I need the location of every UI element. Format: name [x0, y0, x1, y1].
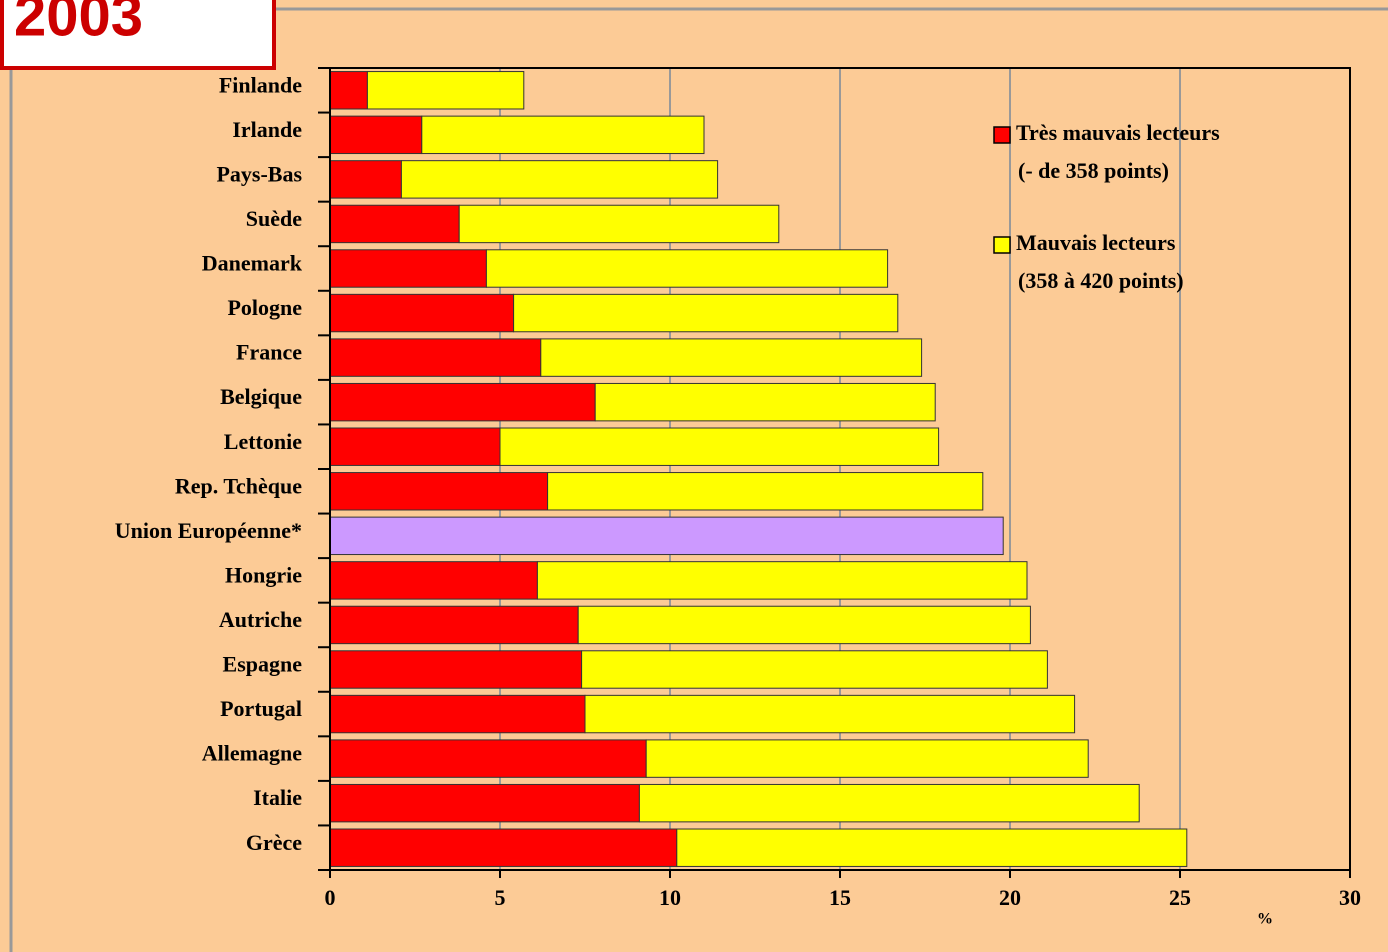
bar-segment	[645, 739, 1089, 778]
x-axis-label: %	[1257, 911, 1273, 928]
x-tick-label: 5	[495, 885, 506, 910]
x-tick-label: 15	[829, 885, 851, 910]
x-tick-label: 20	[999, 885, 1021, 910]
y-tick-label: Union Européenne*	[115, 518, 302, 543]
y-tick-label: Irlande	[232, 117, 302, 142]
legend-swatch	[993, 236, 1011, 254]
y-tick-label: Italie	[253, 785, 302, 810]
bar-segment	[329, 605, 579, 645]
bar-segment	[329, 382, 596, 422]
y-tick-label: Grèce	[246, 830, 302, 855]
bar-segment	[329, 783, 640, 823]
bar-segment	[485, 249, 889, 288]
y-tick-label: Autriche	[219, 607, 302, 632]
legend-label: Très mauvais lecteurs	[1016, 120, 1220, 145]
bar-segment	[329, 115, 423, 155]
bar-segment	[400, 160, 719, 199]
bar-segment	[329, 160, 402, 199]
title-box	[0, 0, 276, 70]
bar-segment	[594, 382, 936, 422]
bar-segment	[540, 338, 923, 377]
bar-segment	[577, 605, 1031, 645]
legend-note: (358 à 420 points)	[1018, 268, 1184, 293]
y-tick-label: Espagne	[223, 652, 303, 677]
bar-segment	[329, 472, 549, 511]
y-tick-label: Finlande	[219, 72, 302, 97]
title: 2003	[14, 0, 143, 48]
bar-segment	[329, 650, 583, 689]
y-tick-label: Pays-Bas	[216, 161, 302, 186]
bar-segment	[513, 293, 899, 333]
legend-note: (- de 358 points)	[1018, 158, 1169, 183]
x-tick-label: 25	[1169, 885, 1191, 910]
bar-segment	[329, 739, 647, 778]
bar-segment	[366, 71, 525, 110]
legend-swatch	[993, 126, 1011, 144]
bar-segment	[329, 249, 487, 288]
bar-segment	[329, 293, 515, 333]
bar-segment	[329, 516, 1004, 556]
bar-segment	[329, 204, 460, 244]
bar-segment	[581, 650, 1048, 689]
bar-segment	[584, 694, 1076, 734]
y-tick-label: Suède	[246, 206, 302, 231]
y-tick-label: France	[236, 340, 302, 365]
y-tick-label: Hongrie	[225, 562, 302, 587]
y-tick-label: Pologne	[227, 295, 302, 320]
legend-label: Mauvais lecteurs	[1016, 230, 1176, 255]
bar-segment	[458, 204, 780, 244]
bar-segment	[329, 561, 538, 600]
bar-segment	[547, 472, 984, 511]
bar-segment	[536, 561, 1028, 600]
x-tick-label: 10	[659, 885, 681, 910]
y-tick-label: Lettonie	[224, 429, 302, 454]
y-tick-label: Allemagne	[202, 741, 302, 766]
bar-segment	[329, 828, 678, 867]
bar-segment	[421, 115, 705, 155]
bar-segment	[499, 427, 940, 466]
bar-segment	[329, 71, 368, 110]
y-tick-label: Belgique	[220, 384, 302, 409]
bar-segment	[329, 427, 501, 466]
bar-segment	[638, 783, 1140, 823]
y-tick-label: Rep. Tchèque	[175, 473, 302, 498]
x-tick-label: 0	[325, 885, 336, 910]
x-tick-label: 30	[1339, 885, 1361, 910]
y-tick-label: Portugal	[220, 696, 302, 721]
bar-segment	[676, 828, 1188, 867]
plot-border	[329, 67, 1351, 871]
bar-segment	[329, 694, 586, 734]
bar-segment	[329, 338, 542, 377]
y-tick-label: Danemark	[202, 251, 303, 276]
